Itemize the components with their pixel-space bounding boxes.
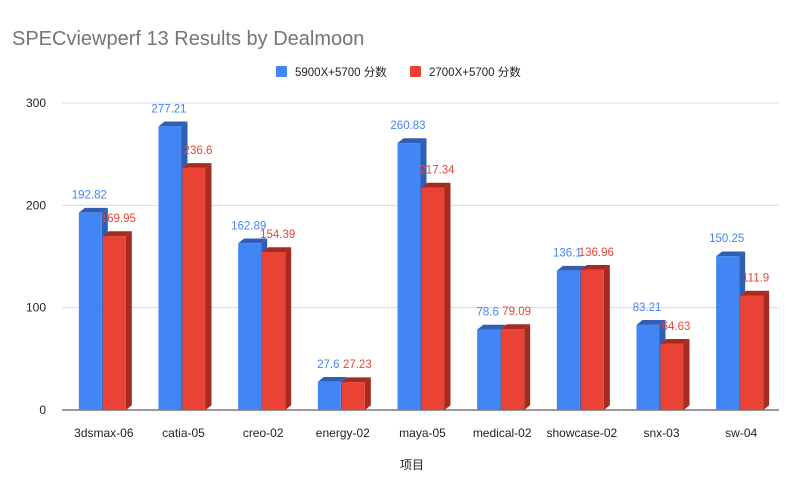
- bar-front: [317, 381, 341, 410]
- bar-front: [580, 269, 604, 410]
- bar-top: [102, 231, 132, 237]
- data-label: 64.63: [662, 321, 691, 333]
- data-label: 150.25: [709, 233, 744, 245]
- bar-front: [501, 329, 525, 410]
- bar-side: [524, 324, 531, 410]
- bar-side: [205, 163, 212, 410]
- x-axis-title: 项目: [400, 458, 424, 472]
- legend-swatch-series-2: [410, 66, 421, 77]
- bar-front: [78, 212, 102, 410]
- bar-front: [556, 270, 580, 410]
- bar-front: [477, 329, 501, 410]
- bar-side: [125, 231, 132, 410]
- data-label: 78.6: [476, 307, 498, 319]
- x-tick-label: showcase-02: [546, 426, 617, 440]
- bar: [580, 265, 610, 410]
- legend-swatch-series-1: [276, 66, 287, 77]
- data-label: 162.89: [231, 220, 266, 232]
- bar-front: [102, 236, 126, 410]
- bar-top: [78, 207, 108, 213]
- data-label: 136.96: [579, 247, 614, 259]
- data-label: 27.6: [317, 359, 339, 371]
- data-label: 217.34: [419, 165, 455, 177]
- bar-top: [477, 324, 507, 330]
- data-label: 154.39: [260, 229, 295, 241]
- x-tick-label: catia-05: [162, 426, 205, 440]
- x-tick-label: sw-04: [725, 426, 757, 440]
- legend: 5900X+5700 分数 2700X+5700 分数: [276, 65, 521, 79]
- data-label: 79.09: [502, 306, 531, 318]
- bar-top: [580, 265, 610, 270]
- x-tick-label: creo-02: [243, 426, 284, 440]
- bar: [182, 163, 212, 410]
- bar-front: [238, 243, 262, 410]
- bar-top: [740, 290, 770, 296]
- bar-top: [262, 247, 292, 253]
- bar-front: [397, 143, 421, 410]
- bar-top: [421, 182, 451, 188]
- bar-side: [444, 182, 451, 410]
- bar-front: [421, 187, 445, 410]
- bar-front: [740, 295, 764, 410]
- data-label: 111.9: [742, 272, 769, 284]
- bar: [421, 182, 451, 410]
- legend-label-series-1: 5900X+5700 分数: [295, 65, 387, 79]
- data-label: 260.83: [390, 120, 425, 132]
- bar-top: [317, 376, 347, 382]
- data-label: 236.6: [184, 145, 213, 157]
- bar-top: [501, 324, 531, 330]
- bar-front: [158, 126, 182, 410]
- x-tick-label: medical-02: [473, 426, 532, 440]
- bar-side: [364, 377, 371, 410]
- bar-top: [716, 251, 746, 257]
- x-tick-label: energy-02: [316, 426, 370, 440]
- legend-label-series-2: 2700X+5700 分数: [429, 65, 521, 79]
- data-label: 192.82: [72, 190, 107, 202]
- bar-front: [341, 382, 365, 410]
- y-tick-label: 200: [26, 198, 46, 212]
- bar-top: [636, 320, 666, 325]
- bar-front: [716, 256, 740, 410]
- bar-front: [182, 167, 206, 410]
- chart-title: SPECviewperf 13 Results by Dealmoon: [12, 28, 364, 50]
- bar-top: [341, 377, 371, 383]
- bar-front: [262, 252, 286, 410]
- bars: [78, 121, 770, 411]
- data-label: 277.21: [151, 103, 186, 115]
- x-axis-ticks: 3dsmax-06 catia-05 creo-02 energy-02 maya-05…: [74, 426, 757, 440]
- y-tick-label: 300: [26, 96, 46, 110]
- x-tick-label: snx-03: [643, 426, 679, 440]
- bar-side: [603, 265, 610, 410]
- bar-front: [660, 343, 684, 410]
- bar-top: [397, 138, 427, 144]
- bar-front: [636, 324, 660, 410]
- bar: [740, 290, 770, 410]
- data-label: 83.21: [633, 302, 662, 314]
- bar-top: [660, 339, 690, 344]
- bar-top: [556, 265, 586, 271]
- bar: [341, 377, 371, 410]
- bar: [660, 339, 690, 410]
- data-label: 27.23: [343, 359, 372, 371]
- bar: [262, 247, 292, 410]
- bar-side: [285, 247, 292, 410]
- data-label: 169.95: [101, 213, 136, 225]
- bar-top: [182, 163, 212, 168]
- bar: [501, 324, 531, 410]
- x-tick-label: 3dsmax-06: [74, 426, 134, 440]
- y-tick-label: 0: [39, 403, 46, 417]
- bar-side: [683, 339, 690, 410]
- bar-top: [238, 238, 268, 244]
- y-tick-label: 100: [26, 301, 46, 315]
- data-label: 136.1: [553, 248, 582, 260]
- bar-top: [158, 121, 188, 127]
- x-tick-label: maya-05: [399, 426, 446, 440]
- y-axis-ticks: 0 100 200 300: [26, 96, 46, 417]
- bar-side: [763, 290, 770, 410]
- bar: [102, 231, 132, 410]
